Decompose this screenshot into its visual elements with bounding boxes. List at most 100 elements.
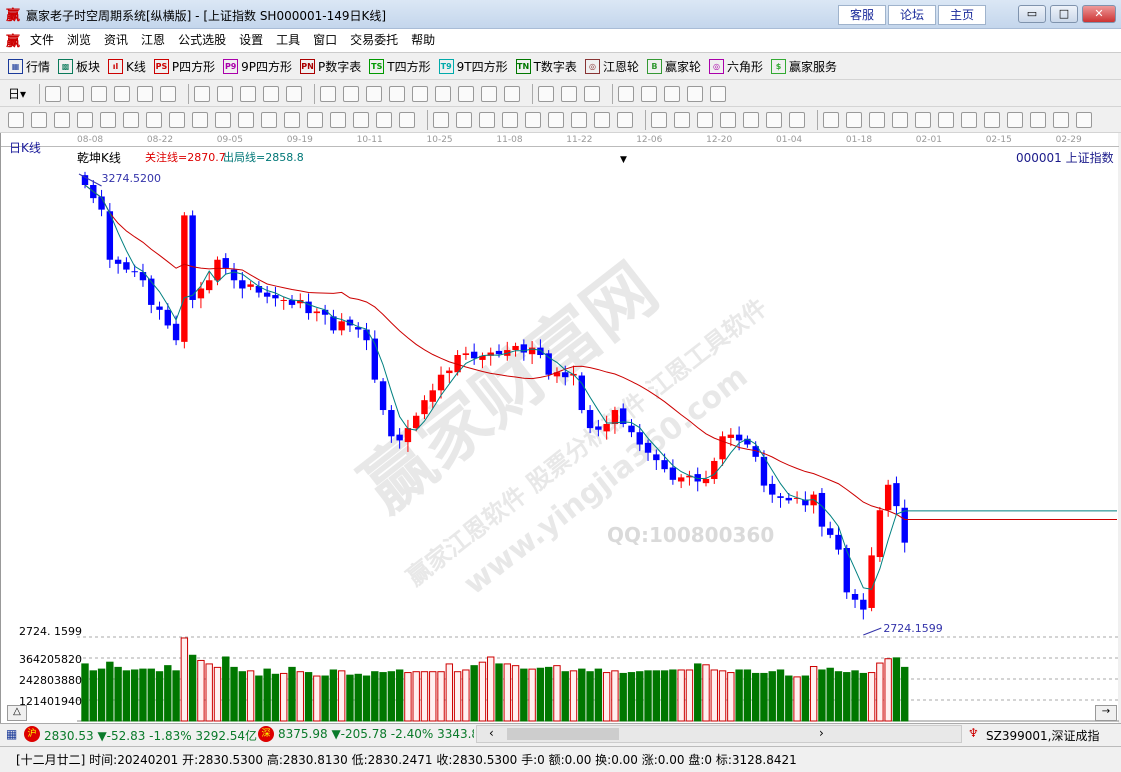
tool-icon[interactable] (215, 111, 231, 128)
scroll-right-arrow-icon[interactable]: › (819, 726, 824, 740)
tool-icon[interactable] (123, 111, 139, 128)
menu-item[interactable]: 交易委托 (350, 33, 399, 47)
tool-icon[interactable] (869, 111, 885, 128)
menu-item[interactable]: 公式选股 (178, 33, 227, 47)
tool-icon[interactable] (435, 85, 452, 102)
tool-icon[interactable] (481, 85, 498, 102)
homepage-button[interactable]: 主页 (938, 5, 986, 25)
tool-icon[interactable] (366, 85, 383, 102)
tool-icon[interactable] (54, 111, 70, 128)
toolbar-button[interactable]: ▦ 行情 (8, 58, 50, 75)
menu-item[interactable]: 设置 (239, 33, 264, 47)
tool-icon[interactable] (1053, 111, 1069, 128)
tool-icon[interactable] (137, 85, 154, 102)
tool-icon[interactable] (286, 85, 303, 102)
toolbar-button[interactable]: ◎ 江恩轮 (584, 58, 639, 75)
tool-icon[interactable] (412, 85, 429, 102)
toolbar-button[interactable]: ıl K线 (108, 58, 146, 75)
tool-icon[interactable] (399, 111, 415, 128)
tool-icon[interactable] (938, 111, 954, 128)
tool-icon[interactable] (194, 85, 211, 102)
kline-chart[interactable]: 08-08 08-22 09-05 09-19 10-11 10-25 11-08 11-22… (0, 133, 1119, 723)
tool-icon[interactable] (330, 111, 346, 128)
tool-icon[interactable] (617, 111, 633, 128)
tool-icon[interactable] (284, 111, 300, 128)
tool-icon[interactable] (114, 85, 131, 102)
menu-item[interactable]: 窗口 (313, 33, 338, 47)
tool-icon[interactable] (664, 85, 681, 102)
tool-icon[interactable] (823, 111, 839, 128)
tool-icon[interactable] (456, 111, 472, 128)
toolbar-button[interactable]: TS T四方形 (369, 58, 431, 75)
tool-icon[interactable] (502, 111, 518, 128)
tool-icon[interactable] (915, 111, 931, 128)
tool-icon[interactable] (376, 111, 392, 128)
tool-icon[interactable] (594, 111, 610, 128)
tool-icon[interactable] (263, 85, 280, 102)
tool-icon[interactable] (31, 111, 47, 128)
customer-service-button[interactable]: 客服 (838, 5, 886, 25)
menu-item[interactable]: 工具 (276, 33, 301, 47)
tool-icon[interactable] (238, 111, 254, 128)
tool-icon[interactable] (77, 111, 93, 128)
toolbar-button[interactable]: P9 9P四方形 (223, 58, 292, 75)
tool-icon[interactable] (160, 85, 177, 102)
tool-icon[interactable] (892, 111, 908, 128)
toolbar-button[interactable]: $ 赢家服务 (770, 58, 837, 75)
tool-icon[interactable] (584, 85, 601, 102)
scroll-left-arrow-icon[interactable]: ‹ (489, 726, 494, 740)
tool-icon[interactable] (571, 111, 587, 128)
tool-icon[interactable] (389, 85, 406, 102)
menu-item[interactable]: 帮助 (411, 33, 436, 47)
ticker-scrollbar[interactable]: ‹ › (476, 725, 962, 743)
period-dropdown[interactable]: 日 ▾ (8, 86, 27, 102)
toolbar-button[interactable]: T9 9T四方形 (438, 58, 508, 75)
tool-icon[interactable] (217, 85, 234, 102)
tool-icon[interactable] (169, 111, 185, 128)
menu-item[interactable]: 浏览 (67, 33, 92, 47)
tool-icon[interactable] (743, 111, 759, 128)
tool-icon[interactable] (192, 111, 208, 128)
tool-icon[interactable] (1030, 111, 1046, 128)
scrollbar-thumb[interactable] (507, 728, 619, 740)
tool-icon[interactable] (710, 85, 727, 102)
toolbar-button[interactable]: ◎ 六角形 (708, 58, 763, 75)
tool-icon[interactable] (984, 111, 1000, 128)
forum-button[interactable]: 论坛 (888, 5, 936, 25)
tool-icon[interactable] (353, 111, 369, 128)
toolbar-button[interactable]: B 赢家轮 (646, 58, 701, 75)
tool-icon[interactable] (789, 111, 805, 128)
maximize-button[interactable]: □ (1050, 5, 1078, 23)
tool-icon[interactable] (320, 85, 337, 102)
expand-up-button[interactable]: △ (7, 705, 27, 721)
tool-icon[interactable] (8, 111, 24, 128)
tool-icon[interactable] (766, 111, 782, 128)
tool-icon[interactable] (261, 111, 277, 128)
toolbar-button[interactable]: ▩ 板块 (58, 58, 100, 75)
toolbar-button[interactable]: PN P数字表 (300, 58, 361, 75)
tool-icon[interactable] (548, 111, 564, 128)
tool-icon[interactable] (618, 85, 635, 102)
tool-icon[interactable] (641, 85, 658, 102)
tool-icon[interactable] (240, 85, 257, 102)
close-button[interactable]: ✕ (1082, 5, 1116, 23)
scroll-right-button[interactable]: → (1095, 705, 1117, 721)
quote-table-icon[interactable]: ▦ (6, 727, 18, 741)
minimize-button[interactable]: ▭ (1018, 5, 1046, 23)
tool-icon[interactable] (343, 85, 360, 102)
menu-item[interactable]: 江恩 (141, 33, 166, 47)
tool-icon[interactable] (961, 111, 977, 128)
tool-icon[interactable] (561, 85, 578, 102)
tool-icon[interactable] (846, 111, 862, 128)
tool-icon[interactable] (1076, 111, 1092, 128)
tool-icon[interactable] (100, 111, 116, 128)
tool-icon[interactable] (433, 111, 449, 128)
tool-icon[interactable] (720, 111, 736, 128)
tool-icon[interactable] (146, 111, 162, 128)
tool-icon[interactable] (525, 111, 541, 128)
tool-icon[interactable] (68, 85, 85, 102)
toolbar-button[interactable]: PS P四方形 (153, 58, 215, 75)
secondary-index-label[interactable]: SZ399001,深证成指 (986, 729, 1100, 743)
tool-icon[interactable] (307, 111, 323, 128)
tool-icon[interactable] (458, 85, 475, 102)
